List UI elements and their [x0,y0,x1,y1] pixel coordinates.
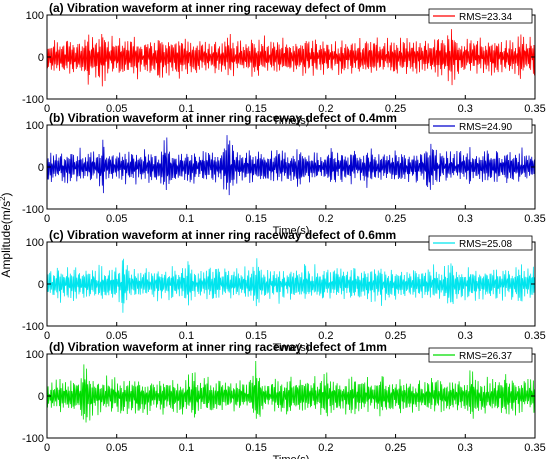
x-tick-label: 0.35 [524,103,545,115]
y-tick-label: -100 [22,204,44,216]
x-tick-label: 0.1 [179,442,194,454]
legend-label: RMS=26.37 [459,351,513,362]
x-tick-label: 0.35 [524,213,545,225]
y-axis-label-superscript: 2 [0,196,7,201]
x-tick-label: 0.25 [385,442,406,454]
x-tick-label: 0.2 [318,330,333,342]
y-tick-label: -100 [22,94,44,106]
x-tick-label: 0.1 [179,213,194,225]
x-tick-label: 0 [44,330,50,342]
x-axis-label: Time(s) [273,342,310,354]
legend-label: RMS=23.34 [459,12,513,23]
chart-title: (b) Vibration waveform at inner ring rac… [49,111,397,125]
y-tick-label: 100 [26,10,44,22]
chart-title: (a) Vibration waveform at inner ring rac… [49,1,386,15]
x-tick-label: 0.15 [245,103,266,115]
y-tick-label: 100 [26,237,44,249]
legend-label: RMS=24.90 [459,122,513,133]
x-tick-label: 0.05 [106,442,127,454]
x-tick-label: 0.15 [245,330,266,342]
x-axis-label: Time(s) [273,454,310,459]
x-tick-label: 0 [44,103,50,115]
y-axis-label-main: Amplitude(m/s [0,201,13,278]
x-tick-label: 0.35 [524,442,545,454]
chart-title: (c) Vibration waveform at inner ring rac… [49,228,396,242]
y-tick-label: 0 [38,162,44,174]
x-tick-label: 0.25 [385,330,406,342]
chart-panel-1: (b) Vibration waveform at inner ring rac… [22,111,546,237]
legend-box [428,347,533,363]
chart-panel-2: (c) Vibration waveform at inner ring rac… [22,228,546,354]
x-tick-label: 0.1 [179,330,194,342]
x-tick-label: 0 [44,442,50,454]
x-tick-label: 0.3 [458,213,473,225]
y-tick-label: -100 [22,433,44,445]
waveform-series-line [46,361,536,423]
y-axis-label: Amplitude(m/s2) [0,192,13,277]
y-tick-label: 100 [26,349,44,361]
x-tick-label: 0.05 [106,103,127,115]
x-tick-label: 0.05 [106,330,127,342]
x-tick-label: 0.2 [318,213,333,225]
x-tick-label: 0.05 [106,213,127,225]
x-tick-label: 0.35 [524,330,545,342]
waveform-series-line [46,29,536,87]
y-tick-label: 0 [38,279,44,291]
waveform-series-line [46,135,536,196]
x-tick-label: 0.15 [245,442,266,454]
y-tick-label: -100 [22,321,44,333]
x-tick-label: 0.25 [385,103,406,115]
legend-box [428,235,533,251]
x-tick-label: 0.2 [318,442,333,454]
y-tick-label: 0 [38,52,44,64]
y-tick-label: 100 [26,120,44,132]
x-tick-label: 0 [44,213,50,225]
legend-box [428,118,533,134]
x-tick-label: 0.25 [385,213,406,225]
x-tick-label: 0.2 [318,103,333,115]
x-axis-label: Time(s) [273,225,310,237]
legend-box [428,8,533,24]
chart-panel-3: (d) Vibration waveform at inner ring rac… [22,340,546,459]
x-axis-label: Time(s) [273,115,310,127]
chart-title: (d) Vibration waveform at inner ring rac… [49,340,387,354]
legend-label: RMS=25.08 [459,239,513,250]
y-tick-label: 0 [38,391,44,403]
y-axis-label-close: ) [0,192,13,196]
chart-panel-0: (a) Vibration waveform at inner ring rac… [22,1,546,127]
x-tick-label: 0.3 [458,330,473,342]
waveform-series-line [46,258,536,313]
x-tick-label: 0.1 [179,103,194,115]
x-tick-label: 0.3 [458,103,473,115]
x-tick-label: 0.15 [245,213,266,225]
x-tick-label: 0.3 [458,442,473,454]
